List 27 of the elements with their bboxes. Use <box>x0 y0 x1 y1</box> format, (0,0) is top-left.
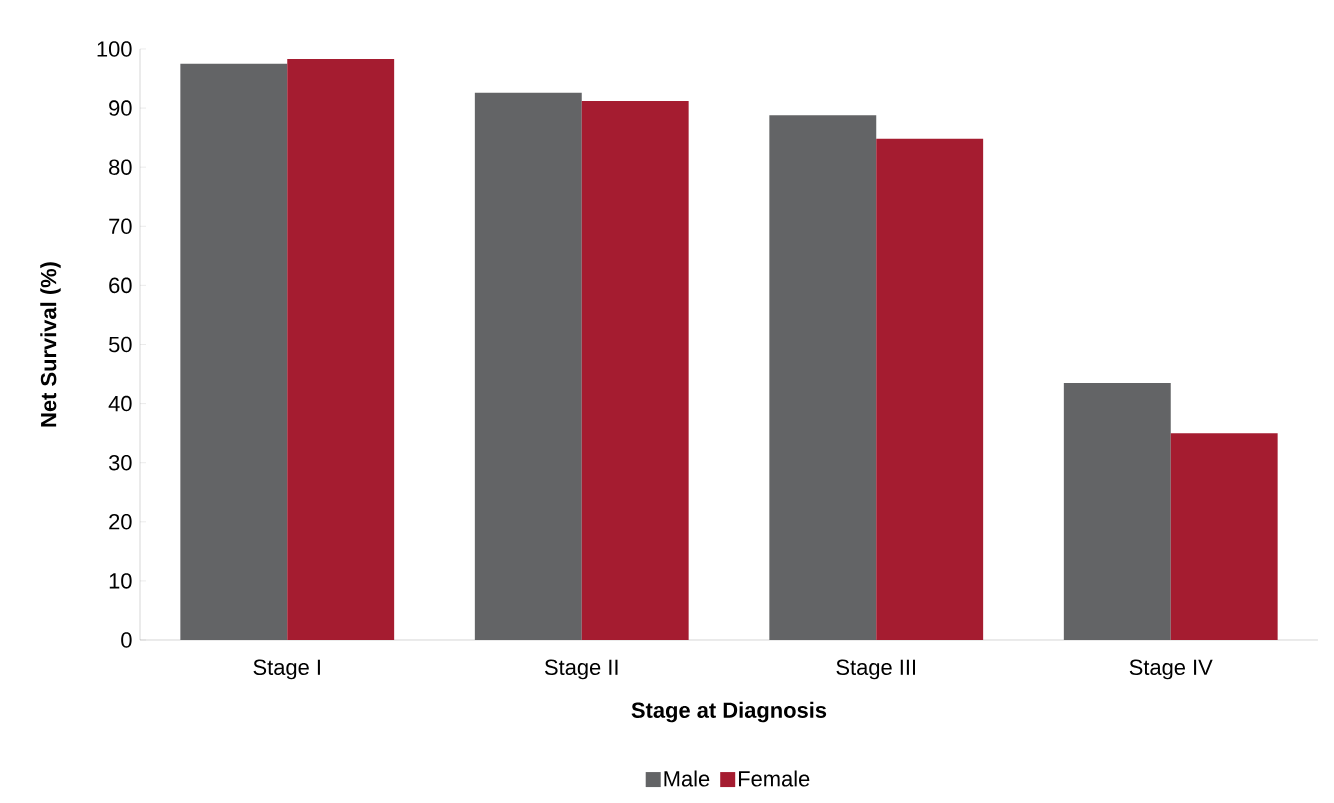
y-tick-label: 80 <box>109 159 132 175</box>
bar <box>180 63 288 640</box>
bar <box>769 115 877 640</box>
bar <box>1063 382 1171 640</box>
y-tick-label: 40 <box>108 395 132 412</box>
y-tick-label: 50 <box>109 336 132 353</box>
bar <box>581 100 689 640</box>
y-tick-label: 100 <box>97 41 132 57</box>
y-tick-label: 0 <box>121 632 132 648</box>
y-tick-label: 60 <box>109 277 132 294</box>
y-tick-label: 20 <box>109 514 132 530</box>
bar <box>1170 433 1278 640</box>
y-tick-label: 30 <box>108 454 132 471</box>
x-tick-label: Stage III <box>836 659 916 680</box>
bar <box>287 59 395 640</box>
legend-label: Female <box>739 770 810 787</box>
x-axis-title: Stage at Diagnosis <box>631 701 827 723</box>
bar <box>474 92 582 640</box>
y-tick-label: 10 <box>109 573 132 589</box>
y-axis-title: Net Survival (%) <box>40 262 61 427</box>
x-tick-label: Stage IV <box>1129 659 1213 680</box>
bar <box>876 138 984 640</box>
x-tick-label: Stage I <box>253 659 320 680</box>
y-tick-label: 70 <box>109 218 132 235</box>
legend-label: Male <box>664 770 710 787</box>
y-tick-label: 90 <box>109 100 132 116</box>
x-tick-label: Stage II <box>544 659 618 680</box>
